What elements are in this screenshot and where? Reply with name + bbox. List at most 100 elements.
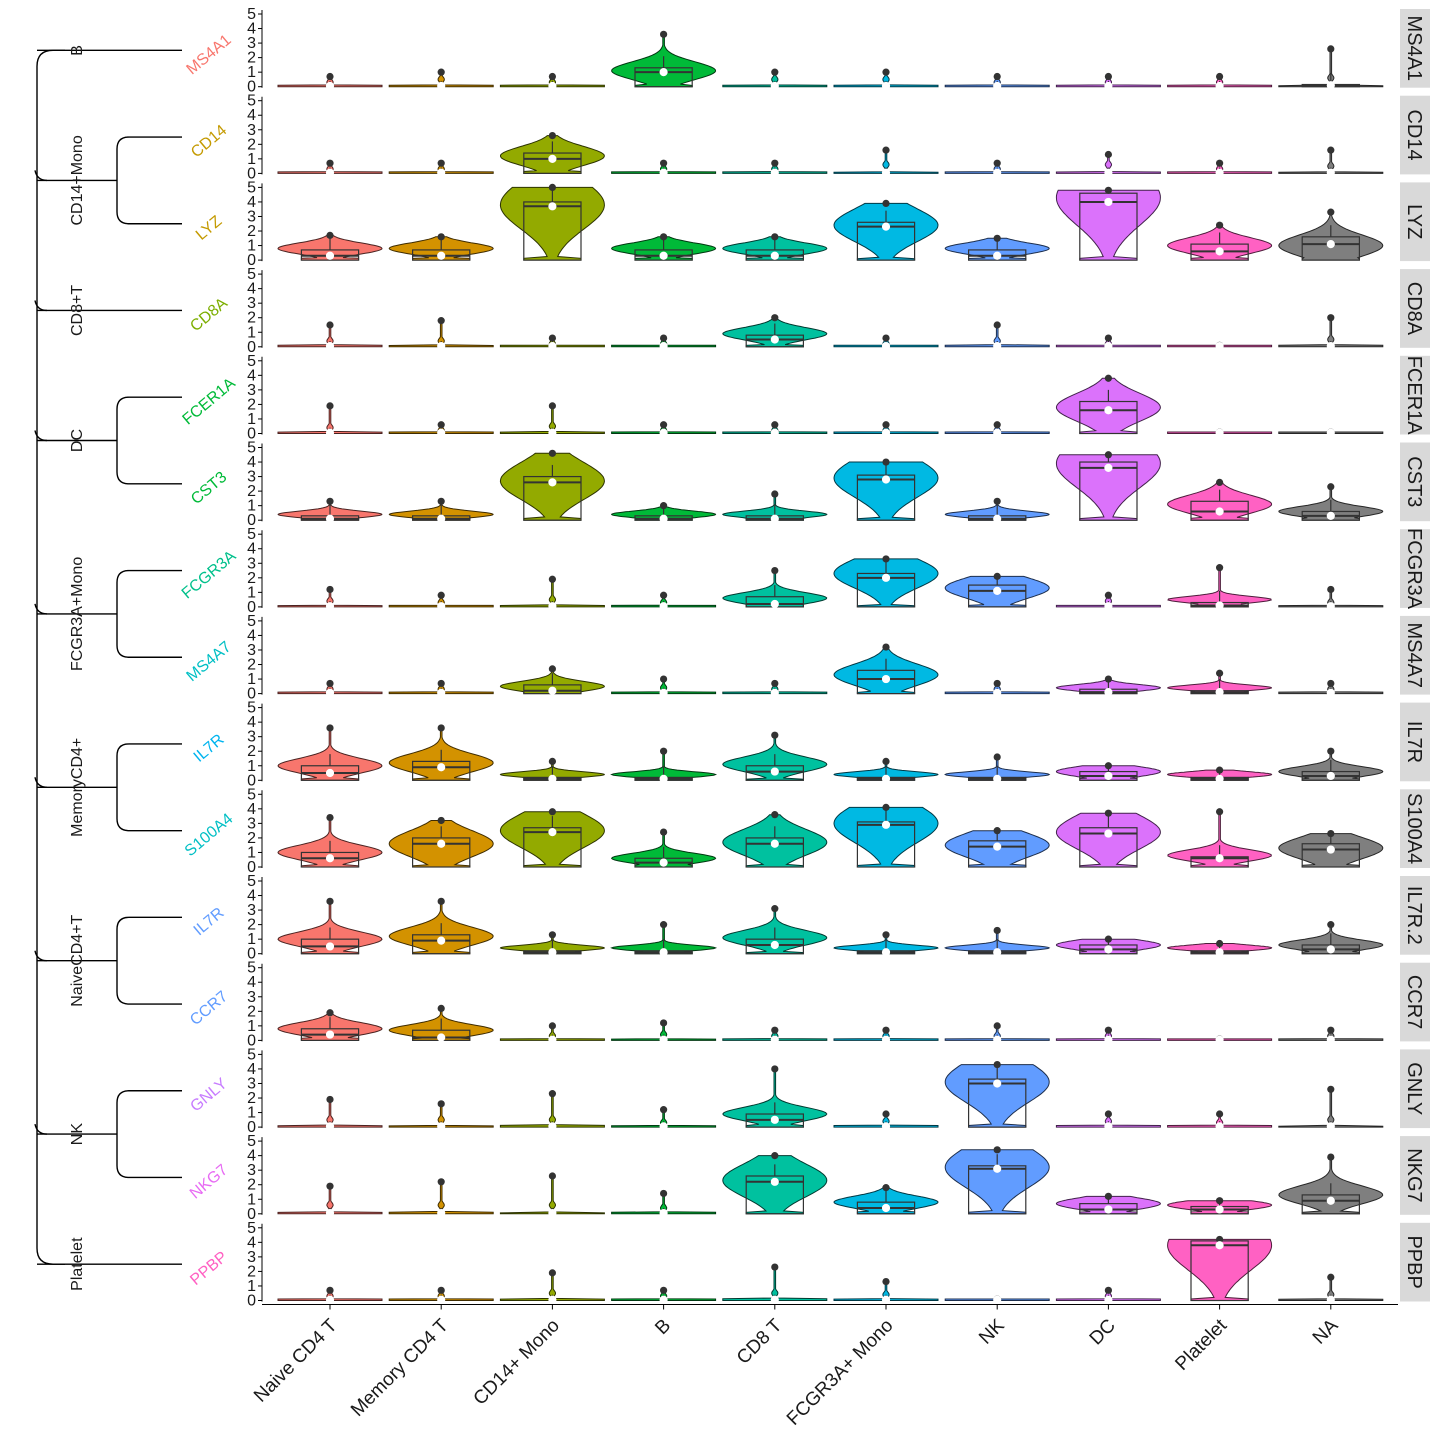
- outlier-point: [437, 317, 445, 325]
- outlier-point: [993, 497, 1001, 505]
- y-tick-label: 0: [247, 599, 256, 616]
- violin: [833, 1026, 939, 1044]
- y-tick-label: 1: [247, 844, 256, 861]
- facet-strip: [1400, 529, 1430, 608]
- violin: [277, 897, 383, 955]
- outlier-point: [437, 421, 445, 429]
- violin: [388, 68, 494, 91]
- outlier-point: [1327, 146, 1335, 154]
- dendrogram-group-label: CD14+Mono: [69, 135, 86, 225]
- violin: [277, 813, 383, 868]
- outlier-point: [326, 1095, 334, 1104]
- mean-point: [659, 602, 668, 611]
- violin-body: [1167, 1238, 1273, 1301]
- y-tick-label: 1: [247, 1105, 256, 1122]
- facet-strip-label: IL7R.2: [1403, 886, 1425, 945]
- outlier-point: [326, 813, 334, 822]
- mean-point: [770, 940, 779, 950]
- mean-point: [1326, 81, 1335, 90]
- violin-body: [1055, 377, 1161, 434]
- facet-strip: [1400, 9, 1430, 88]
- x-tick-label: Platelet: [1171, 1315, 1231, 1375]
- outlier-point: [437, 1286, 445, 1294]
- outlier-point: [1104, 1026, 1112, 1034]
- violin: [1278, 829, 1384, 868]
- outlier-point: [882, 199, 890, 207]
- mean-point: [1326, 945, 1335, 954]
- mean-point: [1215, 247, 1224, 256]
- y-tick-label: 5: [247, 613, 256, 630]
- outlier-point: [660, 421, 668, 429]
- mean-point: [1104, 197, 1113, 207]
- mean-point: [1326, 688, 1335, 697]
- violin: [610, 921, 718, 957]
- dendrogram-group: MemoryCD4+: [37, 738, 182, 837]
- mean-point: [325, 1295, 335, 1304]
- outlier-point: [548, 931, 557, 939]
- mean-point: [548, 202, 557, 211]
- violin: [611, 159, 717, 177]
- violin: [944, 321, 1050, 351]
- mean-point: [1104, 1122, 1113, 1131]
- violin: [833, 458, 939, 521]
- outlier-point: [1327, 1026, 1335, 1034]
- outlier-point: [1327, 208, 1335, 216]
- violin: [722, 1065, 828, 1128]
- mean-point: [881, 1203, 891, 1213]
- violin: [1278, 483, 1384, 521]
- outlier-point: [548, 72, 557, 81]
- violin: [611, 1106, 717, 1131]
- gene-label: IL7R: [191, 905, 228, 940]
- mean-point: [325, 602, 335, 611]
- mean-point: [437, 168, 446, 177]
- y-tick-label: 5: [247, 700, 256, 717]
- mean-point: [881, 573, 891, 582]
- outlier-point: [771, 68, 779, 76]
- mean-point: [1326, 240, 1335, 249]
- violin: [277, 585, 383, 611]
- x-tick-label: CD14+ Mono: [470, 1315, 564, 1409]
- violin: [833, 643, 939, 695]
- outlier-point: [882, 68, 890, 76]
- mean-point: [325, 251, 335, 260]
- mean-point: [1215, 81, 1224, 91]
- mean-point: [993, 428, 1002, 437]
- violin: [277, 724, 383, 781]
- mean-point: [993, 1295, 1002, 1304]
- mean-point: [993, 341, 1002, 351]
- violin: [833, 334, 939, 351]
- y-tick-label: 1: [247, 64, 256, 81]
- mean-point: [548, 341, 557, 351]
- violin: [944, 926, 1051, 957]
- y-tick-label: 5: [247, 179, 256, 196]
- outlier-point: [882, 1184, 890, 1192]
- dendrogram-joint: [34, 777, 48, 788]
- outlier-point: [1327, 483, 1335, 491]
- mean-point: [1104, 406, 1113, 415]
- dendrogram-group-label: Platelet: [69, 1237, 86, 1291]
- y-tick-label: 2: [247, 483, 256, 500]
- y-tick-label: 2: [247, 830, 256, 847]
- violin: [499, 402, 605, 437]
- outlier-point: [548, 1022, 557, 1030]
- x-tick-label: DC: [1086, 1315, 1120, 1349]
- mean-point: [881, 428, 891, 437]
- violin: [277, 402, 383, 437]
- mean-point: [1215, 1205, 1224, 1214]
- dendrogram-group-label: DC: [69, 429, 86, 452]
- gene-label: IL7R: [191, 731, 228, 766]
- violin: [1167, 564, 1272, 610]
- y-tick-label: 3: [247, 902, 256, 919]
- y-tick-label: 4: [247, 454, 256, 471]
- facet-strip: [1400, 789, 1430, 868]
- mean-point: [1326, 771, 1335, 781]
- violin: [944, 234, 1050, 261]
- violin: [1278, 314, 1384, 351]
- outlier-point: [771, 905, 779, 913]
- violin: [388, 897, 494, 955]
- x-tick-label: B: [651, 1315, 675, 1339]
- mean-point: [993, 774, 1002, 783]
- violin: [722, 679, 828, 697]
